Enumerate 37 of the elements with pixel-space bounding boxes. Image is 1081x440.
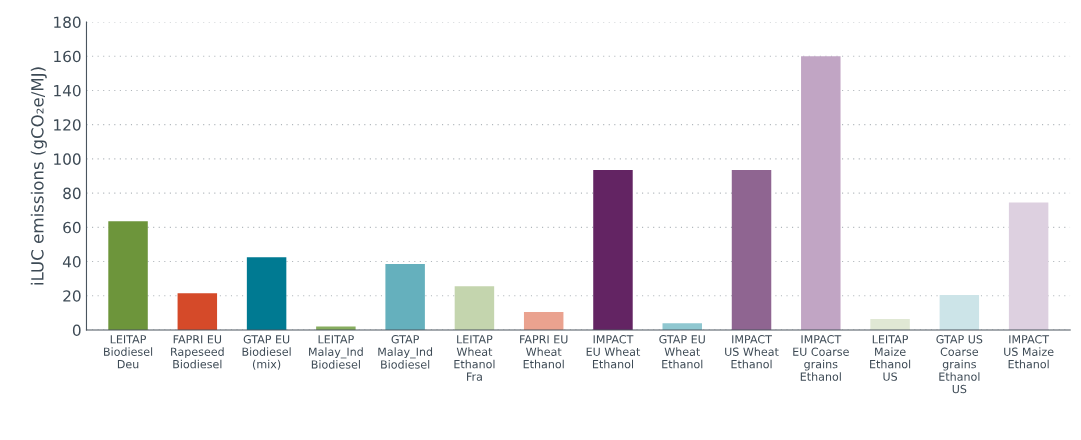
x-tick-label: LEITAP Wheat Ethanol Fra bbox=[454, 335, 495, 381]
x-tick-label: IMPACT US Maize Ethanol bbox=[1004, 335, 1054, 369]
x-tick-label: LEITAP Maize Ethanol US bbox=[870, 335, 911, 381]
x-tick-label: GTAP EU Biodiesel (mix) bbox=[242, 335, 291, 370]
bar bbox=[246, 257, 287, 330]
bar bbox=[108, 221, 148, 330]
y-tick-label: 40 bbox=[62, 256, 81, 268]
x-tick-label: IMPACT EU Wheat Ethanol bbox=[586, 335, 641, 369]
y-tick-label: 80 bbox=[63, 187, 81, 200]
bar bbox=[593, 170, 633, 330]
x-tick-label: GTAP EU Wheat Ethanol bbox=[659, 335, 705, 369]
bar bbox=[801, 56, 841, 330]
bar bbox=[523, 312, 564, 330]
bar bbox=[731, 170, 772, 330]
x-tick-label: LEITAP Biodiesel Deu bbox=[104, 335, 153, 369]
bar bbox=[939, 294, 980, 330]
bar bbox=[870, 318, 910, 330]
y-tick-label: 100 bbox=[54, 153, 81, 165]
x-tick-label: GTAP Malay_Ind Biodiesel bbox=[378, 335, 433, 369]
y-tick-label: 60 bbox=[63, 221, 81, 234]
x-tick-label: IMPACT EU Coarse grains Ethanol bbox=[793, 335, 849, 381]
y-tick-label: 120 bbox=[54, 119, 81, 131]
bar bbox=[454, 286, 495, 330]
bar bbox=[177, 293, 218, 330]
x-tick-label: FAPRI EU Rapeseed Biodiesel bbox=[171, 335, 224, 369]
y-tick-label: 0 bbox=[72, 324, 81, 337]
y-tick-label: 180 bbox=[54, 16, 81, 29]
bar bbox=[1008, 202, 1049, 330]
x-tick-label: GTAP US Coarse grains Ethanol US bbox=[936, 335, 983, 394]
x-tick-label: LEITAP Malay_Ind Biodiesel bbox=[309, 335, 363, 369]
y-tick-label: 160 bbox=[54, 50, 81, 63]
y-tick-label: 20 bbox=[63, 290, 81, 302]
y-axis-title: iLUC emissions (gCO₂e/MJ) bbox=[30, 67, 47, 285]
x-tick-label: FAPRI EU Wheat Ethanol bbox=[520, 335, 568, 369]
bar bbox=[385, 264, 425, 330]
x-tick-label: IMPACT US Wheat Ethanol bbox=[725, 335, 779, 369]
y-tick-label: 140 bbox=[54, 84, 81, 97]
